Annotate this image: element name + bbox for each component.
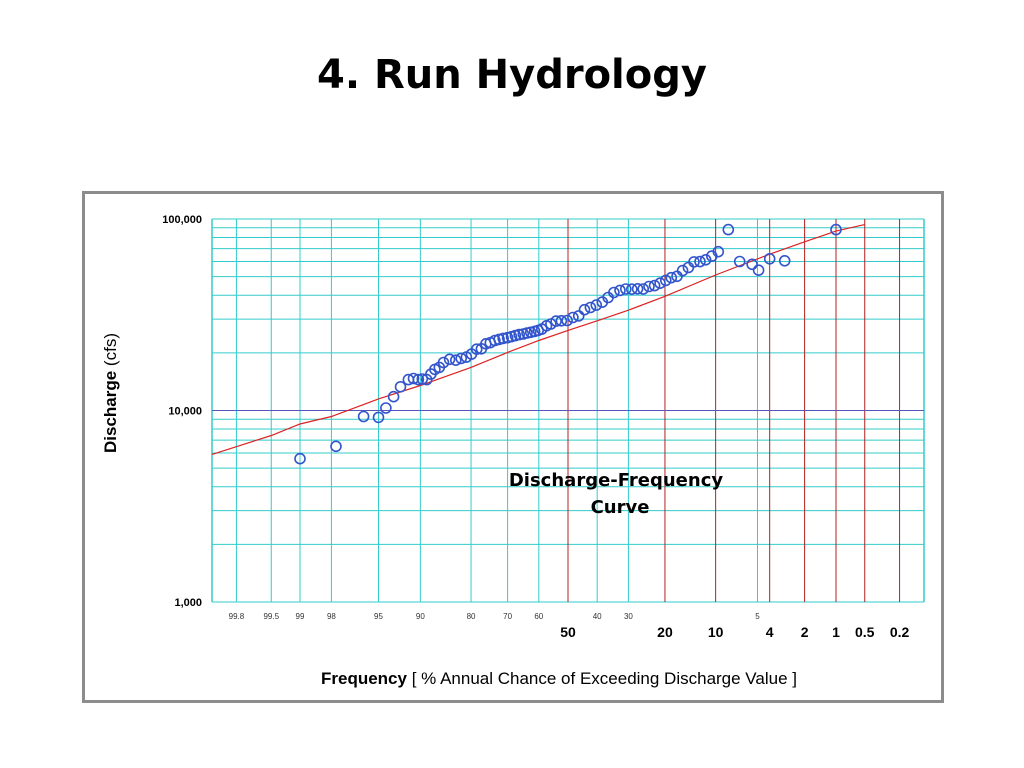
data-point	[578, 303, 591, 316]
data-point	[294, 452, 306, 465]
y-tick-label: 100,000	[162, 214, 202, 226]
x-axis-title-rest: [ % Annual Chance of Exceeding Discharge…	[412, 669, 797, 688]
data-point	[555, 315, 568, 327]
data-point	[330, 440, 342, 453]
data-point	[694, 255, 706, 268]
y-axis-title-bold: Discharge	[101, 371, 120, 453]
data-point	[712, 245, 725, 258]
data-point	[643, 280, 655, 293]
data-point	[513, 328, 526, 341]
data-point	[665, 271, 678, 284]
data-point	[590, 299, 603, 311]
data-point	[437, 356, 450, 369]
fitted-curve-layer	[211, 224, 865, 455]
data-point	[412, 373, 425, 386]
data-point	[637, 283, 650, 295]
data-point	[688, 256, 700, 268]
data-point	[625, 283, 638, 295]
y-tick-label: 10,000	[168, 406, 202, 418]
data-point	[407, 372, 420, 385]
data-point	[443, 353, 456, 366]
x-minor-tick-label: 95	[374, 612, 383, 621]
data-point	[608, 286, 620, 299]
data-point	[746, 258, 758, 271]
data-point	[394, 381, 407, 393]
data-point	[722, 223, 735, 236]
x-minor-tick-label: 99.5	[263, 612, 279, 621]
data-point	[550, 315, 562, 327]
data-point	[470, 343, 483, 355]
chart-frame: 100,000 10,000 1,000 99.8 99.5 99 98 95 90 80 70 60…	[82, 191, 944, 703]
x-minor-tick-label: 5	[755, 612, 760, 621]
data-point	[763, 253, 776, 265]
data-point	[778, 255, 791, 267]
x-major-tick-label: 50	[560, 624, 576, 640]
reference-lines	[212, 219, 924, 602]
data-point	[372, 411, 385, 424]
discharge-frequency-chart: 100,000 10,000 1,000 99.8 99.5 99 98 95 90 80 70 60…	[101, 214, 925, 688]
curve-annotation-line-2: Curve	[591, 497, 650, 518]
x-major-tick-label: 0.2	[890, 624, 910, 640]
data-point	[752, 264, 765, 276]
data-point	[682, 261, 695, 274]
x-axis-title: Frequency [ % Annual Chance of Exceeding…	[321, 669, 797, 688]
x-major-tick-label: 1	[832, 624, 840, 640]
y-axis-title-rest: (cfs)	[101, 333, 120, 366]
tick-labels: 100,000 10,000 1,000 99.8 99.5 99 98 95 90 80 70 60…	[162, 214, 909, 640]
x-minor-tick-label: 80	[467, 612, 476, 621]
x-major-tick-label: 0.5	[855, 624, 875, 640]
data-point	[449, 354, 462, 366]
x-minor-tick-label: 30	[624, 612, 633, 621]
x-minor-tick-label: 60	[534, 612, 543, 621]
fitted-curve	[211, 224, 865, 455]
data-point	[387, 390, 400, 403]
data-point	[416, 373, 429, 385]
data-point	[497, 332, 510, 345]
data-point	[676, 264, 689, 277]
x-minor-tick-label: 99.8	[229, 612, 245, 621]
y-tick-label: 1,000	[174, 597, 202, 609]
data-point	[699, 254, 712, 266]
x-minor-tick-label: 90	[416, 612, 425, 621]
y-axis-title: Discharge (cfs)	[101, 333, 120, 453]
data-point	[654, 277, 666, 289]
data-point	[584, 301, 597, 314]
slide-title: 4. Run Hydrology	[317, 52, 707, 98]
x-major-tick-label: 4	[766, 624, 774, 640]
data-point	[619, 283, 632, 295]
data-point	[380, 402, 392, 414]
curve-annotation-line-1: Discharge-Frequency	[509, 470, 724, 491]
x-axis-title-bold: Frequency	[321, 669, 408, 688]
x-minor-tick-label: 70	[503, 612, 512, 621]
x-minor-tick-label: 40	[593, 612, 602, 621]
x-minor-tick-label: 99	[296, 612, 305, 621]
data-points	[294, 223, 842, 465]
data-point	[631, 283, 644, 295]
data-point	[830, 223, 842, 236]
data-point	[614, 284, 626, 297]
x-major-tick-label: 2	[801, 624, 809, 640]
data-point	[357, 410, 370, 423]
data-point	[572, 310, 585, 322]
data-point	[733, 255, 746, 268]
data-point	[561, 314, 573, 327]
data-point	[659, 274, 672, 287]
x-major-tick-label: 10	[708, 624, 724, 640]
data-point	[567, 311, 579, 324]
x-major-tick-label: 20	[657, 624, 673, 640]
data-point	[648, 279, 661, 292]
data-point	[455, 352, 468, 365]
x-minor-tick-label: 98	[327, 612, 336, 621]
